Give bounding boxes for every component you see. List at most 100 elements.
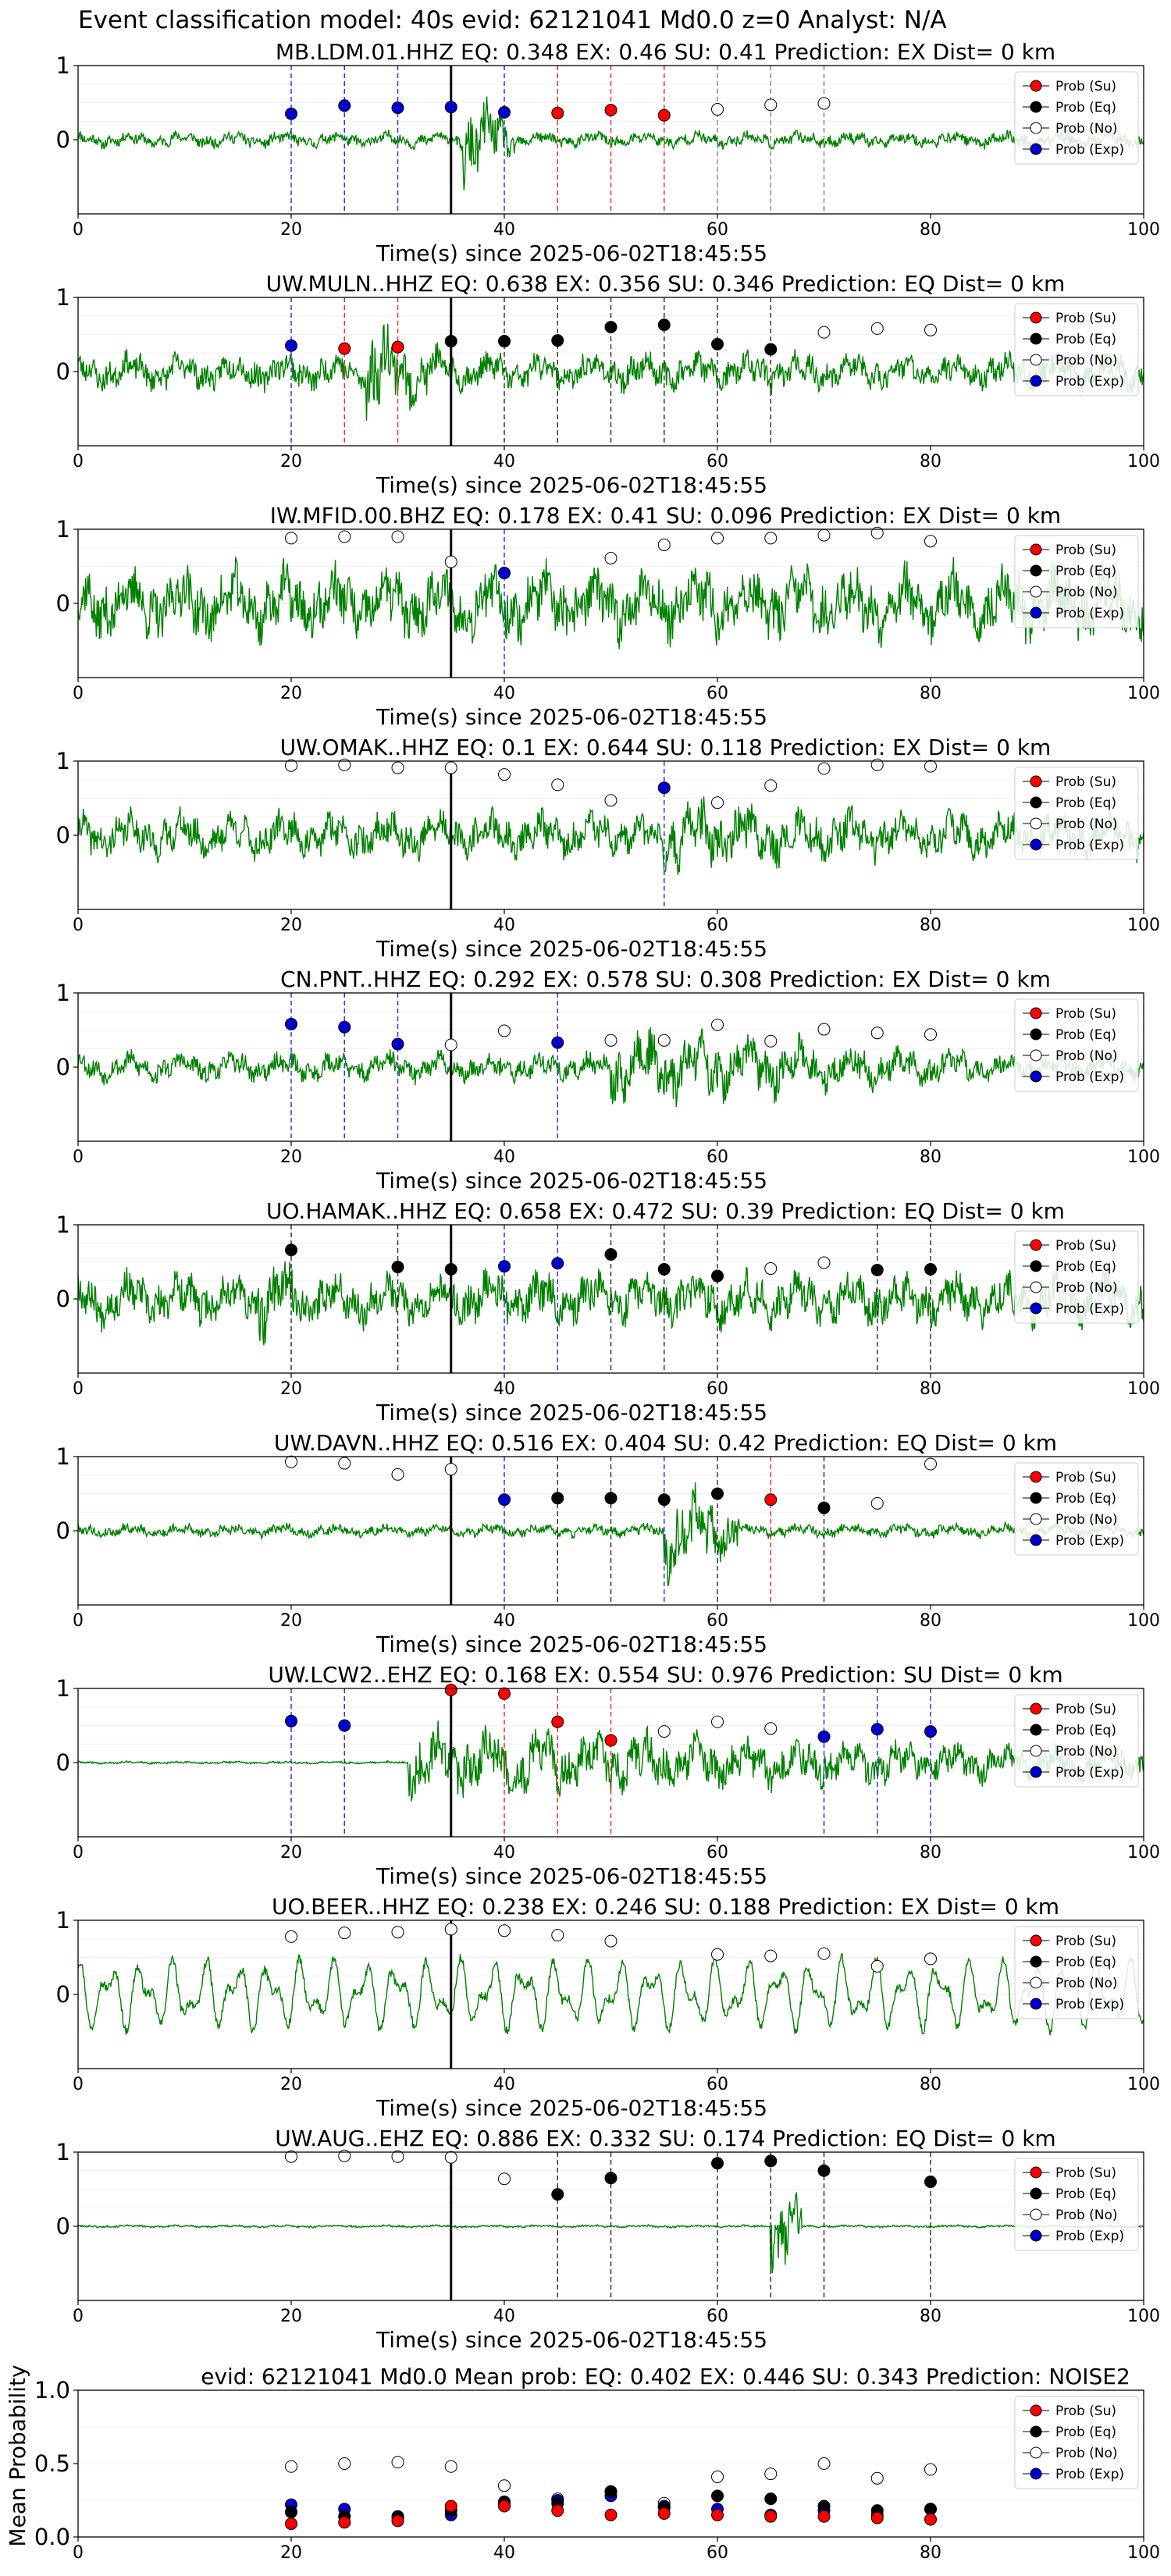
y-tick-label: 0.5	[34, 2450, 70, 2477]
legend-label: Prob (Eq)	[1055, 564, 1116, 579]
prob-point-no	[498, 1024, 511, 1037]
x-tick-label: 40	[493, 220, 515, 240]
legend-marker-no	[1030, 1513, 1042, 1525]
prob-point-no	[657, 1725, 671, 1738]
prob-point-no	[764, 1262, 778, 1276]
x-tick-label: 80	[920, 684, 941, 703]
panel-title: UW.DAVN..HHZ EQ: 0.516 EX: 0.404 SU: 0.4…	[274, 1430, 1057, 1456]
prob-point-su	[924, 2513, 937, 2526]
prob-point-eq	[764, 2154, 778, 2168]
prob-point-no	[870, 1496, 884, 1510]
legend-marker-su	[1030, 1703, 1042, 1715]
prob-point-su	[657, 2507, 671, 2520]
prob-point-no	[924, 2463, 937, 2476]
prob-point-no	[338, 530, 351, 543]
prob-point-no	[817, 2457, 831, 2470]
panel-title: MB.LDM.01.HHZ EQ: 0.348 EX: 0.46 SU: 0.4…	[276, 39, 1055, 65]
prob-point-su	[444, 1683, 457, 1696]
legend-marker-exp	[1030, 838, 1042, 851]
prob-point-no	[817, 1256, 831, 1269]
x-tick-label: 0	[73, 2543, 84, 2563]
y-tick-label: 0	[56, 1517, 70, 1544]
x-tick-label: 80	[920, 1843, 941, 1863]
x-tick-label: 40	[493, 2543, 515, 2563]
prob-point-eq	[924, 1263, 937, 1276]
x-tick-label: 0	[73, 1147, 84, 1167]
legend-label: Prob (Exp)	[1055, 1997, 1124, 2012]
legend-marker-exp	[1030, 1070, 1042, 1083]
x-tick-label: 60	[707, 220, 728, 240]
x-tick-label: 0	[73, 1379, 84, 1399]
prob-point-eq	[924, 2176, 937, 2188]
x-tick-label: 20	[280, 1147, 302, 1167]
x-tick-label: 60	[707, 916, 728, 935]
prob-point-no	[924, 1457, 937, 1471]
prob-point-exp	[285, 107, 297, 120]
legend-marker-no	[1030, 817, 1042, 830]
prob-point-no	[285, 1455, 297, 1468]
panel-title: CN.PNT..HHZ EQ: 0.292 EX: 0.578 SU: 0.30…	[280, 966, 1051, 992]
seismic-trace	[77, 323, 1144, 421]
x-tick-label: 40	[493, 1379, 515, 1399]
prob-point-exp	[817, 1730, 831, 1743]
prob-point-su	[711, 2508, 724, 2521]
chart-panel-6: 0 20 40 60 80 100 0 1 UO.HAMAK..HHZ EQ: 0.658 EX…	[56, 1198, 1160, 1425]
x-axis-label: Time(s) since 2025-06-02T18:45:55	[376, 704, 767, 730]
y-tick-label: 0	[56, 1749, 70, 1776]
x-tick-label: 20	[280, 1379, 302, 1399]
legend-marker-eq	[1030, 101, 1042, 113]
legend-label: Prob (Eq)	[1055, 2186, 1116, 2202]
x-tick-label: 40	[493, 1611, 515, 1631]
legend-label: Prob (Eq)	[1055, 1955, 1116, 1970]
prob-point-no	[338, 1927, 351, 1940]
legend-label: Prob (Exp)	[1055, 142, 1124, 158]
prob-point-no	[764, 1034, 778, 1048]
prob-point-no	[444, 1038, 457, 1051]
prob-point-no	[338, 2149, 351, 2162]
legend-label: Prob (No)	[1055, 353, 1118, 368]
legend-marker-exp	[1030, 1302, 1042, 1315]
legend-marker-eq	[1030, 1955, 1042, 1968]
x-tick-label: 20	[280, 2543, 302, 2563]
x-tick-label: 40	[493, 2307, 515, 2326]
x-tick-label: 80	[920, 220, 941, 240]
prob-point-no	[764, 1949, 778, 1962]
y-tick-label: 1	[56, 516, 70, 543]
legend-marker-exp	[1030, 1998, 1042, 2010]
prob-point-su	[338, 2516, 351, 2529]
prob-point-no	[924, 1028, 937, 1041]
prob-point-no	[817, 762, 831, 775]
prob-point-no	[444, 555, 457, 568]
seismic-trace	[77, 1953, 1144, 2036]
seismic-trace	[77, 796, 1144, 875]
x-tick-label: 0	[73, 684, 84, 703]
legend-marker-no	[1030, 1976, 1042, 1989]
x-tick-label: 0	[73, 2307, 84, 2326]
prob-point-eq	[711, 2157, 724, 2170]
x-tick-label: 100	[1127, 220, 1160, 240]
legend-box	[1014, 535, 1139, 628]
prob-point-eq	[657, 1493, 671, 1507]
legend-label: Prob (Eq)	[1055, 1259, 1116, 1275]
prob-point-no	[551, 1929, 564, 1941]
prob-point-no	[870, 1959, 884, 1973]
y-tick-label: 1	[56, 2139, 70, 2165]
legend-label: Prob (Eq)	[1055, 1027, 1116, 1043]
legend-marker-eq	[1030, 1724, 1042, 1736]
legend-marker-su	[1030, 1239, 1042, 1251]
panel-title: IW.MFID.00.BHZ EQ: 0.178 EX: 0.41 SU: 0.…	[270, 503, 1061, 528]
legend-marker-no	[1030, 1049, 1042, 1062]
x-axis-label: Time(s) since 2025-06-02T18:45:55	[376, 1400, 767, 1425]
legend-label: Prob (Exp)	[1055, 2229, 1124, 2244]
chart-panel-4: 0 20 40 60 80 100 0 1 UW.OMAK..HHZ EQ: 0.1 EX: 0…	[56, 735, 1160, 962]
legend-label: Prob (No)	[1055, 1512, 1118, 1528]
legend-label: Prob (Su)	[1055, 1934, 1116, 1949]
legend-marker-su	[1030, 311, 1042, 324]
prob-point-eq	[711, 1269, 724, 1283]
legend-marker-su	[1030, 1934, 1042, 1947]
legend-label: Prob (Su)	[1055, 1238, 1116, 1254]
legend-label: Prob (Eq)	[1055, 1491, 1116, 1507]
prob-point-su	[498, 1687, 511, 1700]
prob-point-exp	[285, 1017, 297, 1030]
panel-title: UW.MULN..HHZ EQ: 0.638 EX: 0.356 SU: 0.3…	[266, 271, 1066, 297]
